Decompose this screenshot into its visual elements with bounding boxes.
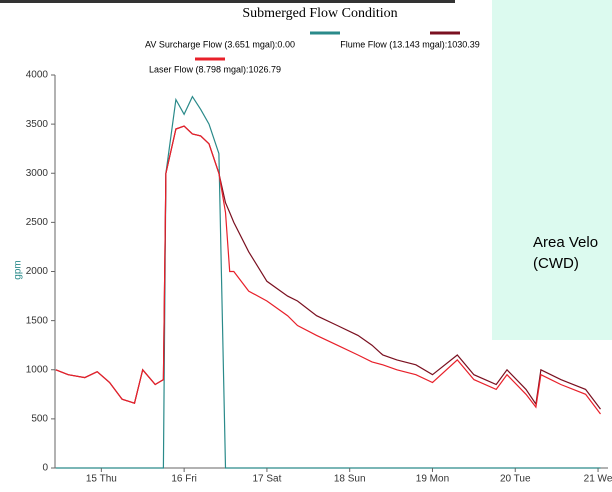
y-axis-label: gpm [13,260,24,279]
x-tick-label: 18 Sun [334,474,366,485]
y-tick-label: 4000 [26,70,49,81]
series-line [55,125,601,415]
x-tick-label: 19 Mon [416,474,449,485]
x-tick-label: 15 Thu [86,474,117,485]
y-tick-label: 1000 [26,364,49,375]
chart-title: Submerged Flow Condition [242,6,397,21]
y-tick-label: 500 [31,414,48,425]
y-tick-label: 3500 [26,119,49,130]
legend-label: Laser Flow (8.798 mgal):1026.79 [149,64,281,74]
y-tick-label: 2500 [26,217,49,228]
legend-label: AV Surcharge Flow (3.651 mgal):0.00 [145,39,295,49]
legend-label: Flume Flow (13.143 mgal):1030.39 [340,39,480,49]
image-strip [0,0,455,3]
x-tick-label: 21 We [584,474,612,485]
overlay-panel [492,0,612,340]
overlay-text: (CWD) [533,255,579,272]
x-tick-label: 16 Fri [171,474,197,485]
overlay-text: Area Velo [533,234,598,251]
x-tick-label: 17 Sat [252,474,281,485]
series-line [55,95,601,469]
x-tick-label: 20 Tue [500,474,531,485]
y-tick-label: 0 [42,463,48,474]
y-tick-label: 1500 [26,315,49,326]
y-tick-label: 3000 [26,168,49,179]
y-tick-label: 2000 [26,266,49,277]
